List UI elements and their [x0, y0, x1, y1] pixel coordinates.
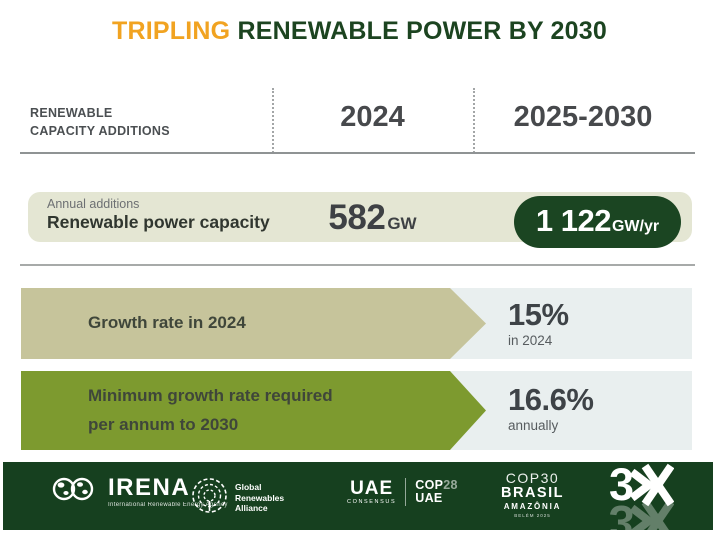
cop28-number: 28	[443, 477, 458, 492]
growth-target-value-block: 16.6% annually	[508, 382, 594, 433]
table-row-header-label: RENEWABLE CAPACITY ADDITIONS	[30, 104, 170, 140]
cop30-brasil-label: BRASIL	[501, 485, 564, 502]
capacity-2030-unit: GW/yr	[611, 218, 660, 235]
capacity-row-label: Renewable power capacity	[47, 212, 270, 232]
cop28-prefix: COP	[415, 477, 444, 492]
title-highlight: TRIPLING	[112, 17, 231, 45]
cop28-uae-label: UAE	[415, 491, 443, 505]
growth-2024-value-block: 15% in 2024	[508, 297, 569, 348]
growth-target-label-line1: Minimum growth rate required	[88, 386, 333, 406]
irena-globes-icon	[51, 475, 101, 508]
title-rest: RENEWABLE POWER BY 2030	[230, 17, 607, 45]
cop30-belem-label: BELÉM 2025	[514, 513, 551, 519]
capacity-2030-number: 1 122	[535, 203, 612, 238]
growth-target-arrow	[21, 371, 486, 450]
growth-target-caption: annually	[508, 417, 559, 433]
capacity-2024-number: 582	[328, 198, 386, 237]
uae-wordmark: UAE	[350, 478, 394, 499]
column-divider-1	[272, 88, 274, 153]
growth-2024-arrow	[21, 288, 486, 359]
uae-divider	[405, 478, 407, 506]
triple-3x-logo: 3 3	[609, 462, 675, 530]
growth-target-row: Minimum growth rate required per annum t…	[21, 371, 692, 450]
header-underline	[20, 152, 695, 154]
3x-reflection: 3	[609, 496, 675, 530]
gra-line2: Renewables	[235, 492, 285, 503]
header-label-line1: RENEWABLE	[30, 106, 113, 120]
global-renewables-alliance-logo: Global Renewables Alliance	[191, 477, 284, 519]
growth-target-label-line2: per annum to 2030	[88, 414, 239, 434]
growth-2024-caption: in 2024	[508, 332, 553, 348]
column-header-2024: 2024	[340, 101, 405, 133]
capacity-value-2024: 582 GW	[272, 198, 473, 238]
cop30-wordmark: COP30	[505, 470, 560, 486]
header-label-line2: CAPACITY ADDITIONS	[30, 124, 170, 139]
irena-wordmark: IRENA	[108, 473, 191, 501]
irena-logo: IRENA International Renewable Energy Age…	[51, 475, 228, 508]
growth-2024-label-text: Growth rate in 2024	[88, 313, 246, 333]
page-title: TRIPLING RENEWABLE POWER BY 2030	[0, 17, 719, 46]
capacity-row-sublabel: Annual additions	[47, 197, 140, 211]
growth-target-label: Minimum growth rate required per annum t…	[88, 371, 333, 450]
gra-line3: Alliance	[235, 503, 268, 514]
column-divider-2	[473, 88, 475, 153]
capacity-value-2030-pill: 1 122 GW/yr	[514, 196, 681, 248]
3x-x-icon	[629, 463, 675, 507]
column-header-2025-2030: 2025-2030	[513, 101, 653, 133]
growth-2024-label: Growth rate in 2024	[88, 288, 246, 359]
growth-2024-value: 15%	[508, 297, 569, 332]
section-divider	[20, 264, 695, 266]
cop30-brasil-logo: COP30 BRASIL AMAZÔNIA BELÉM 2025	[501, 470, 564, 519]
cop30-amazonia-label: AMAZÔNIA	[503, 502, 562, 512]
gra-circle-icon	[191, 477, 228, 519]
3x-mark: 3	[609, 462, 675, 510]
uae-consensus-label: CONSENSUS	[347, 499, 397, 505]
uae-consensus-cop28-logo: UAE CONSENSUS COP28 UAE	[347, 478, 458, 506]
irena-tagline: International Renewable Energy Agency	[108, 501, 228, 508]
footer-logo-bar: IRENA International Renewable Energy Age…	[3, 462, 713, 530]
growth-target-value: 16.6%	[508, 382, 594, 417]
3x-number: 3	[609, 462, 634, 510]
cop28-wordmark: COP28	[415, 477, 458, 492]
gra-line1: Global	[235, 482, 262, 493]
capacity-2024-unit: GW	[387, 214, 417, 233]
growth-2024-row: Growth rate in 2024	[21, 288, 692, 359]
